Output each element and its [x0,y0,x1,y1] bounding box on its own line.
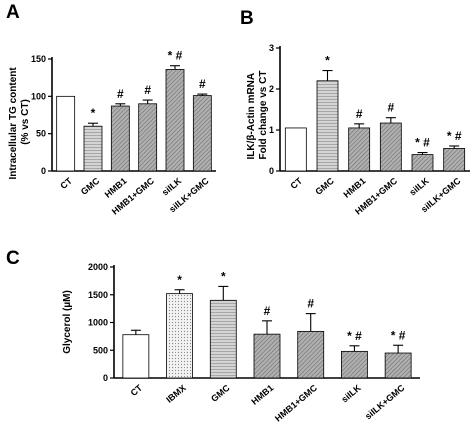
bar-c-4 [297,330,325,379]
bar-c-1 [166,293,193,379]
y-axis-title-a-line2: (% vs CT) [20,99,31,145]
significance-marker-a-4: * # [168,49,183,63]
panel-b: B ILK/β-Actin mRNA Fold change vs CT 0 1 2… [240,8,470,217]
significance-marker-b-5: * # [447,129,462,143]
bar-b-1 [316,80,339,172]
bar-c-0 [122,334,150,379]
panel-label-a: A [6,2,20,23]
bar-c-6 [384,352,412,379]
category-label-a-1: GMC [79,175,102,196]
category-label-a-0: CT [58,175,74,191]
significance-marker-c-1: * [177,273,182,287]
category-label-c-5: siILK [339,382,363,404]
category-label-c-1: IBMX [164,383,188,405]
significance-marker-c-3: # [264,304,271,318]
category-label-b-2: HMB1 [342,176,368,200]
bar-a-2 [110,105,130,172]
y-tick-label-a: 0 [41,166,46,176]
bar-b-3 [379,122,402,172]
bar-a-0 [56,95,76,172]
y-axis-title-b-line1: ILK/β-Actin mRNA [246,73,257,159]
y-tick-label-c: 0 [103,373,108,383]
panel-label-b: B [240,8,254,29]
bar-a-1 [83,125,103,172]
significance-marker-a-1: * [91,106,96,120]
category-label-c-3: HMB1 [249,383,275,407]
plot-area-c: 0 500 1000 1500 2000 CT * IBMX * GMC # HMB1 # HMB1+GM… [88,262,420,424]
y-axis-title-b-line2: Fold change vs CT [258,71,269,160]
y-tick-label-b: 3 [269,43,274,53]
significance-marker-c-5: * # [347,329,362,343]
bar-b-0 [284,127,307,172]
panel-label-c: C [6,248,20,269]
bar-c-2 [209,299,237,379]
significance-marker-c-6: * # [391,328,406,342]
y-tick-label-c: 1000 [88,318,108,328]
y-tick-label-b: 0 [269,166,274,176]
category-label-b-1: GMC [313,175,336,196]
y-tick-label-a: 50 [36,129,46,139]
significance-marker-c-4: # [307,297,314,311]
y-tick-label-c: 500 [93,345,108,355]
significance-marker-b-3: # [387,101,394,115]
significance-marker-a-5: # [199,77,206,91]
y-axis-title-a-line1: Intracellular TG content [8,67,19,180]
category-label-a-4: siILK [160,175,184,197]
bar-a-4 [165,69,185,172]
category-label-c-2: GMC [209,382,232,403]
significance-marker-c-2: * [221,269,226,283]
y-tick-label-a: 150 [31,54,46,64]
y-tick-label-c: 2000 [88,262,108,272]
significance-marker-a-3: # [144,83,151,97]
panel-a: A Intracellular TG content (% vs CT) 0 50… [6,2,216,217]
category-label-b-4: siILK [408,175,432,197]
bar-b-4 [411,154,434,172]
y-tick-label-a: 100 [31,91,46,101]
bar-a-3 [138,103,158,172]
category-label-b-0: CT [289,175,305,191]
bar-a-5 [192,95,212,172]
significance-marker-b-4: * # [415,136,430,150]
y-tick-label-c: 1500 [88,290,108,300]
significance-marker-a-2: # [117,87,124,101]
category-label-c-4: HMB1+GMC [273,382,319,423]
y-axis-title-a: Intracellular TG content (% vs CT) [8,64,31,179]
y-tick-label-b: 1 [269,125,274,135]
bar-c-3 [253,333,281,379]
y-axis-title-c: Glycerol (µM) [62,290,73,354]
y-tick-label-b: 2 [269,84,274,94]
significance-marker-b-2: # [356,107,363,121]
category-label-c-0: CT [129,382,145,398]
category-label-c-6: siILK+GMC [363,382,407,421]
y-axis-title-b: ILK/β-Actin mRNA Fold change vs CT [246,70,269,159]
panel-c: C Glycerol (µM) 0 500 1000 1500 2000 CT * IBMX *… [6,248,420,424]
bar-b-5 [443,148,466,172]
bar-c-5 [341,350,368,379]
significance-marker-b-1: * [325,54,330,68]
bar-b-2 [348,127,371,172]
y-axis-title-c-line1: Glycerol (µM) [62,290,73,354]
